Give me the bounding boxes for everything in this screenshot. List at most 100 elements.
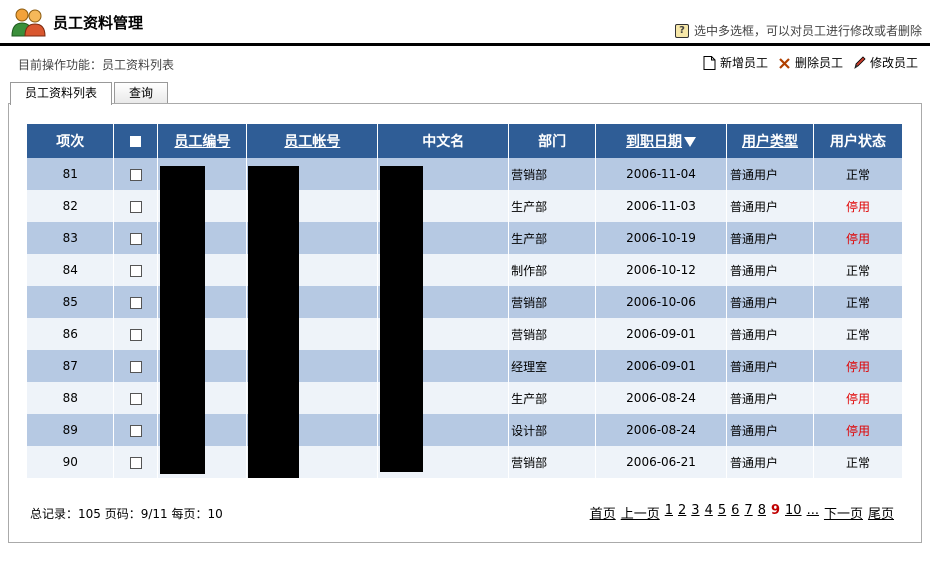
table-row[interactable]: 88 生产部 2006-08-24 普通用户 停用 bbox=[27, 382, 904, 414]
delete-employee-label: 删除员工 bbox=[794, 56, 843, 70]
table-row[interactable]: 85 营销部 2006-10-06 普通用户 正常 bbox=[27, 286, 904, 318]
cell-select[interactable] bbox=[113, 318, 159, 350]
cell-status: 停用 bbox=[813, 382, 904, 414]
tab-employee-list[interactable]: 员工资料列表 bbox=[10, 82, 113, 105]
current-function-label: 目前操作功能：员工资料列表 bbox=[18, 58, 175, 72]
cell-hire-date: 2006-06-21 bbox=[595, 446, 728, 478]
table-row[interactable]: 87 经理室 2006-09-01 普通用户 停用 bbox=[27, 350, 904, 382]
page-number-link[interactable]: 3 bbox=[691, 503, 700, 518]
page-more-link[interactable]: ... bbox=[806, 503, 819, 518]
cell-user-type: 普通用户 bbox=[726, 446, 814, 478]
cell-hire-date: 2006-08-24 bbox=[595, 382, 728, 414]
page-last-link[interactable]: 尾页 bbox=[867, 507, 894, 522]
cell-status: 停用 bbox=[813, 222, 904, 254]
cell-dept: 营销部 bbox=[508, 286, 597, 318]
page-next-link[interactable]: 下一页 bbox=[823, 507, 863, 522]
table-row[interactable]: 86 营销部 2006-09-01 普通用户 正常 bbox=[27, 318, 904, 350]
add-employee-button[interactable]: 新增员工 bbox=[703, 54, 768, 71]
page-number-link[interactable]: 8 bbox=[757, 503, 766, 518]
tab-bar: 员工资料列表 查询 bbox=[10, 82, 170, 105]
table-row[interactable]: 84 制作部 2006-10-12 普通用户 正常 bbox=[27, 254, 904, 286]
employee-table: 项次 员工编号 员工帐号 中文名 部门 到职日期 用户类型 用户状态 81 营销部… bbox=[27, 124, 904, 478]
table-row[interactable]: 89 设计部 2006-08-24 普通用户 停用 bbox=[27, 414, 904, 446]
edit-employee-button[interactable]: 修改员工 bbox=[853, 54, 918, 71]
row-checkbox[interactable] bbox=[129, 328, 142, 341]
col-header-emp-no[interactable]: 员工编号 bbox=[157, 124, 248, 158]
cell-user-type: 普通用户 bbox=[726, 222, 814, 254]
cell-hire-date: 2006-10-12 bbox=[595, 254, 728, 286]
page-number-link[interactable]: 4 bbox=[704, 503, 713, 518]
cell-status: 正常 bbox=[813, 254, 904, 286]
row-checkbox[interactable] bbox=[129, 200, 142, 213]
cell-index: 90 bbox=[27, 446, 115, 478]
cell-status: 正常 bbox=[813, 158, 904, 190]
row-checkbox[interactable] bbox=[129, 456, 142, 469]
cell-hire-date: 2006-10-06 bbox=[595, 286, 728, 318]
select-all-checkbox[interactable] bbox=[130, 135, 142, 147]
hint-text: ? 选中多选框，可以对员工进行修改或者删除 bbox=[674, 22, 922, 39]
page-prev-link[interactable]: 上一页 bbox=[620, 507, 660, 522]
cell-select[interactable] bbox=[113, 222, 159, 254]
col-header-hire-date[interactable]: 到职日期 bbox=[595, 124, 728, 158]
sort-emp-no-link[interactable]: 员工编号 bbox=[174, 134, 231, 150]
cell-user-type: 普通用户 bbox=[726, 318, 814, 350]
cell-index: 83 bbox=[27, 222, 115, 254]
page-number-link[interactable]: 6 bbox=[731, 503, 740, 518]
cell-hire-date: 2006-11-04 bbox=[595, 158, 728, 190]
cell-select[interactable] bbox=[113, 414, 159, 446]
col-header-account[interactable]: 员工帐号 bbox=[246, 124, 379, 158]
cell-index: 85 bbox=[27, 286, 115, 318]
cell-select[interactable] bbox=[113, 190, 159, 222]
table-row[interactable]: 90 营销部 2006-06-21 普通用户 正常 bbox=[27, 446, 904, 478]
row-checkbox[interactable] bbox=[129, 296, 142, 309]
delete-icon bbox=[779, 57, 790, 69]
page-first-link[interactable]: 首页 bbox=[589, 507, 616, 522]
row-checkbox[interactable] bbox=[129, 392, 142, 405]
row-checkbox[interactable] bbox=[129, 264, 142, 277]
cell-index: 82 bbox=[27, 190, 115, 222]
users-icon bbox=[11, 8, 46, 37]
page-number-link[interactable]: 5 bbox=[717, 503, 727, 518]
cell-dept: 生产部 bbox=[508, 190, 597, 222]
cell-select[interactable] bbox=[113, 350, 159, 382]
page-number-list: 1 2 3 4 5 6 7 8 9 10 bbox=[665, 503, 802, 522]
cell-select[interactable] bbox=[113, 158, 159, 190]
table-row[interactable]: 81 营销部 2006-11-04 普通用户 正常 bbox=[27, 158, 904, 190]
page-number-link[interactable]: 9 bbox=[770, 503, 781, 518]
cell-status: 正常 bbox=[813, 286, 904, 318]
cell-hire-date: 2006-08-24 bbox=[595, 414, 728, 446]
cell-select[interactable] bbox=[113, 446, 159, 478]
cell-status: 停用 bbox=[813, 190, 904, 222]
col-header-dept: 部门 bbox=[508, 124, 597, 158]
page-number-link[interactable]: 10 bbox=[785, 503, 802, 518]
col-header-index: 项次 bbox=[27, 124, 115, 158]
page-number-link[interactable]: 1 bbox=[664, 503, 673, 518]
row-checkbox[interactable] bbox=[129, 168, 142, 181]
cell-user-type: 普通用户 bbox=[726, 254, 814, 286]
sort-account-link[interactable]: 员工帐号 bbox=[284, 134, 341, 150]
page-number-link[interactable]: 2 bbox=[678, 503, 687, 518]
cell-dept: 生产部 bbox=[508, 382, 597, 414]
sort-hire-date-link[interactable]: 到职日期 bbox=[626, 134, 683, 150]
cell-index: 84 bbox=[27, 254, 115, 286]
cell-select[interactable] bbox=[113, 286, 159, 318]
cell-status: 停用 bbox=[813, 414, 904, 446]
cell-select[interactable] bbox=[113, 254, 159, 286]
delete-employee-button[interactable]: 删除员工 bbox=[778, 54, 843, 71]
row-checkbox[interactable] bbox=[129, 232, 142, 245]
cell-dept: 营销部 bbox=[508, 318, 597, 350]
table-row[interactable]: 82 生产部 2006-11-03 普通用户 停用 bbox=[27, 190, 904, 222]
cell-index: 88 bbox=[27, 382, 115, 414]
row-checkbox[interactable] bbox=[129, 424, 142, 437]
row-checkbox[interactable] bbox=[129, 360, 142, 373]
add-employee-label: 新增员工 bbox=[719, 56, 768, 70]
col-header-user-type[interactable]: 用户类型 bbox=[726, 124, 814, 158]
cell-select[interactable] bbox=[113, 382, 159, 414]
cell-dept: 营销部 bbox=[508, 158, 597, 190]
tab-search[interactable]: 查询 bbox=[114, 82, 169, 104]
page-number-link[interactable]: 7 bbox=[744, 503, 753, 518]
col-header-select[interactable] bbox=[113, 124, 159, 158]
sort-user-type-link[interactable]: 用户类型 bbox=[741, 134, 798, 150]
help-icon: ? bbox=[674, 23, 689, 38]
table-row[interactable]: 83 生产部 2006-10-19 普通用户 停用 bbox=[27, 222, 904, 254]
